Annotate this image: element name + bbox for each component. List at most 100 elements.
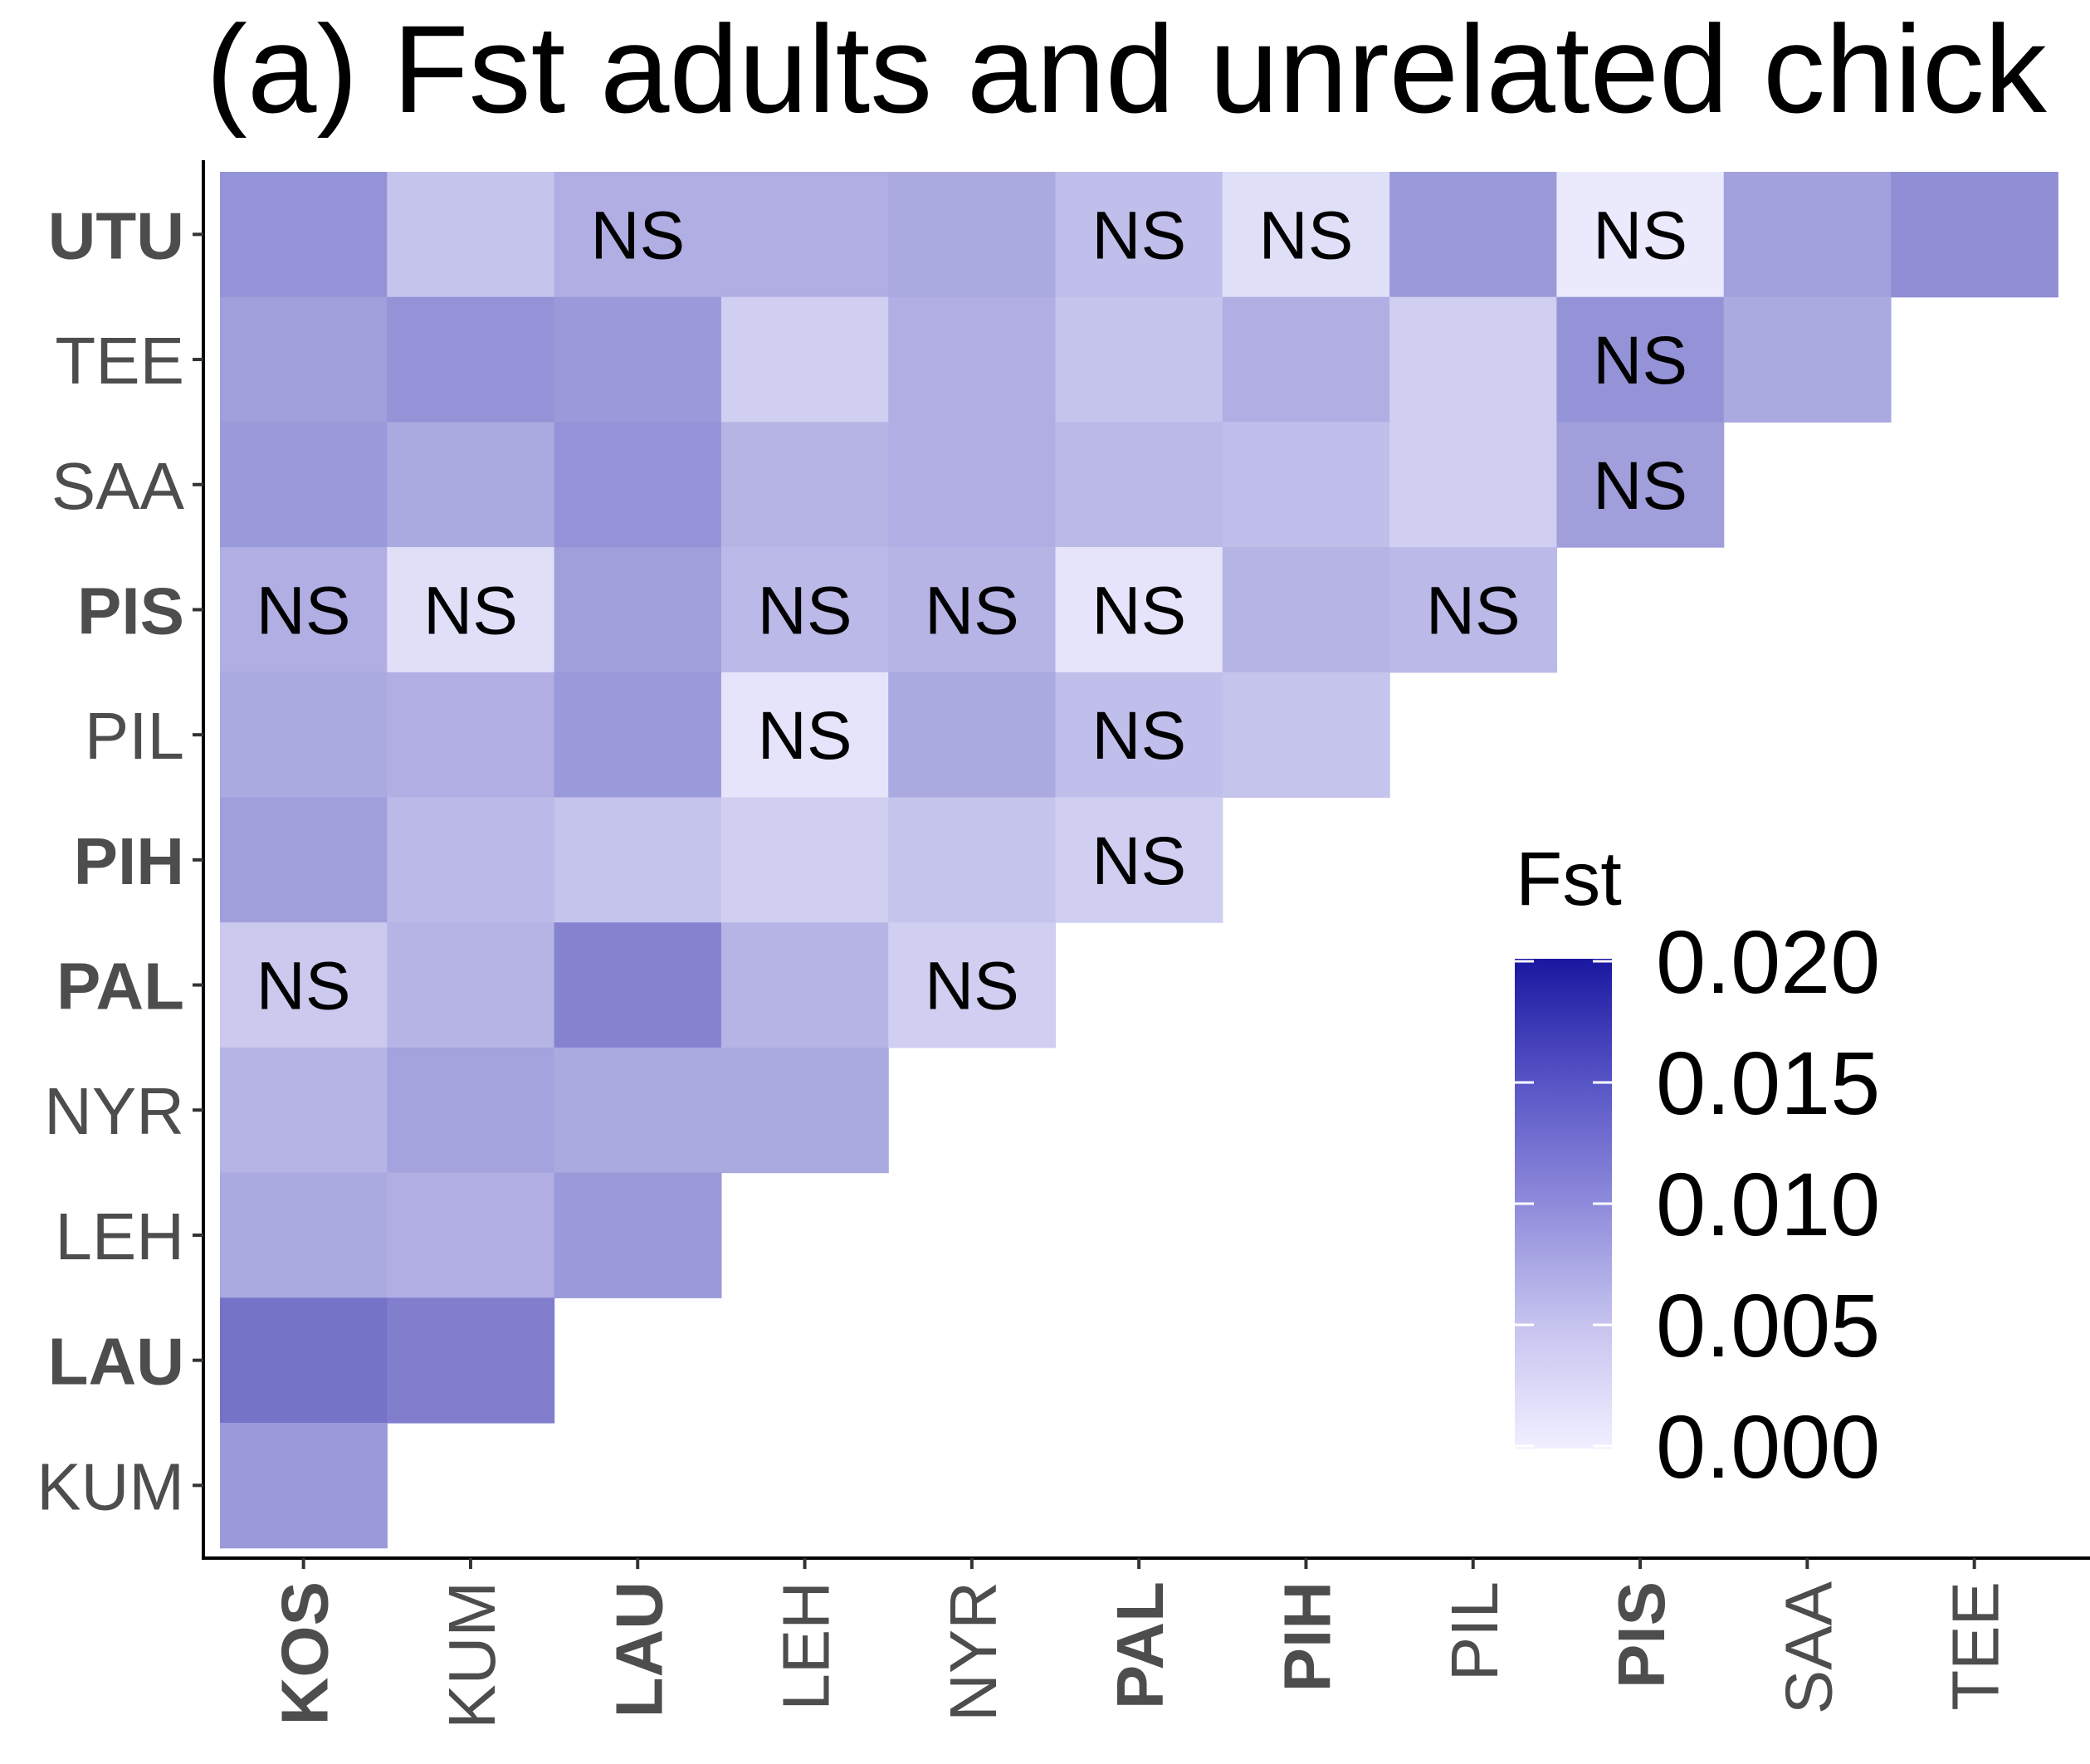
heatmap-cell-pil-pih: [1222, 672, 1390, 799]
heatmap-cell-utu-pal: [1055, 172, 1223, 298]
heatmap-cell-tee-lau: [554, 296, 722, 423]
heatmap-cell-nyr-leh: [720, 1047, 889, 1174]
heatmap-cell-pih-leh: [720, 797, 889, 923]
y-tick-label-tee: TEE: [55, 324, 184, 398]
heatmap-cell-nyr-kum: [387, 1047, 555, 1174]
y-tick-label-utu: UTU: [48, 198, 184, 272]
ns-label: NS: [1091, 698, 1186, 774]
heatmap-cell-pal-leh: [720, 922, 889, 1048]
heatmap-cell-pil-lau: [554, 672, 722, 799]
ns-label: NS: [1593, 448, 1687, 524]
y-axis-ticks: UTU TEE SAA PIS PIL PIH PAL NYR LEH LAU KUM: [37, 198, 203, 1523]
ns-label: NS: [1091, 823, 1186, 899]
heatmap-cell-pis-pil: [1389, 547, 1557, 673]
heatmap-cell-tee-pis: [1556, 296, 1725, 423]
heatmap-cell-tee-leh: [720, 296, 889, 423]
ns-label: NS: [1593, 198, 1687, 273]
heatmap-cell-leh-lau: [554, 1172, 722, 1298]
heatmap-cell-saa-nyr: [888, 422, 1057, 548]
x-tick-label-leh: LEH: [769, 1581, 843, 1711]
heatmap-cell-saa-pal: [1055, 422, 1223, 548]
heatmap-cell-utu-lau: [554, 172, 722, 298]
heatmap-cell-pis-pih: [1222, 547, 1390, 673]
y-tick-label-lau: LAU: [48, 1325, 184, 1399]
y-tick-label-saa: SAA: [51, 449, 185, 523]
legend-label: 0.015: [1656, 1033, 1880, 1133]
heatmap-cell-utu-nyr: [888, 172, 1057, 298]
ns-label: NS: [1593, 323, 1687, 398]
heatmap-cells: [220, 172, 2058, 1549]
x-tick-label-saa: SAA: [1771, 1581, 1845, 1714]
ns-label: NS: [1259, 198, 1354, 273]
ns-label: NS: [590, 198, 685, 273]
x-tick-label-pil: PIL: [1438, 1581, 1511, 1681]
ns-label: NS: [1091, 198, 1186, 273]
heatmap-cell-kum-kos: [220, 1423, 388, 1549]
heatmap-cell-pis-kos: [220, 547, 388, 673]
heatmap-cell-saa-kos: [220, 422, 388, 548]
heatmap-cell-tee-saa: [1723, 296, 1892, 423]
ns-label: NS: [1091, 573, 1186, 648]
heatmap-cell-pal-lau: [554, 922, 722, 1048]
legend-label: 0.010: [1656, 1154, 1880, 1254]
heatmap-cell-pih-nyr: [888, 797, 1057, 923]
heatmap-cell-utu-leh: [720, 172, 889, 298]
heatmap-cell-utu-pis: [1556, 172, 1725, 298]
heatmap-cell-utu-tee: [1891, 172, 2058, 298]
y-tick-label-pil: PIL: [85, 699, 184, 773]
heatmap-cell-saa-leh: [720, 422, 889, 548]
heatmap-cell-tee-pih: [1222, 296, 1390, 423]
x-axis-ticks: KOS KUM LAU LEH NYR PAL PIH PIL PIS SAA TEE: [268, 1558, 2013, 1729]
heatmap-cell-pil-kum: [387, 672, 555, 799]
ns-label: NS: [758, 698, 852, 774]
ns-label: NS: [758, 573, 852, 648]
heatmap-cell-pis-pal: [1055, 547, 1223, 673]
heatmap-cell-pal-kos: [220, 922, 388, 1048]
heatmap-cell-utu-saa: [1723, 172, 1892, 298]
heatmap-cell-pis-leh: [720, 547, 889, 673]
heatmap-cell-utu-pih: [1222, 172, 1390, 298]
heatmap-cell-leh-kos: [220, 1172, 388, 1298]
heatmap-cell-saa-kum: [387, 422, 555, 548]
ns-label: NS: [423, 573, 518, 648]
heatmap-cell-saa-pis: [1556, 422, 1725, 548]
heatmap-cell-pih-kos: [220, 797, 388, 923]
ns-label: NS: [256, 949, 351, 1024]
heatmap-cell-leh-kum: [387, 1172, 555, 1298]
y-tick-label-leh: LEH: [55, 1200, 184, 1273]
x-tick-label-tee: TEE: [1939, 1581, 2013, 1711]
heatmap-cell-lau-kos: [220, 1297, 388, 1424]
x-tick-label-kos: KOS: [268, 1581, 342, 1725]
heatmap-cell-pil-pal: [1055, 672, 1223, 799]
ns-label: NS: [1426, 573, 1521, 648]
heatmap-cell-tee-nyr: [888, 296, 1057, 423]
legend-label: 0.005: [1656, 1275, 1880, 1376]
heatmap-cell-saa-lau: [554, 422, 722, 548]
x-tick-label-nyr: NYR: [936, 1581, 1010, 1722]
heatmap-cell-pih-lau: [554, 797, 722, 923]
x-tick-label-kum: KUM: [435, 1581, 509, 1729]
legend-label: 0.020: [1656, 911, 1880, 1012]
heatmap-cell-nyr-kos: [220, 1047, 388, 1174]
y-tick-label-pis: PIS: [77, 574, 184, 647]
heatmap-cell-pal-kum: [387, 922, 555, 1048]
heatmap-cell-utu-kos: [220, 172, 388, 298]
legend-label: 0.000: [1656, 1396, 1880, 1497]
x-tick-label-pis: PIS: [1604, 1581, 1678, 1688]
heatmap-cell-pil-nyr: [888, 672, 1057, 799]
chart-title: (a) Fst adults and unrelated chick: [206, 0, 2048, 139]
ns-label: NS: [256, 573, 351, 648]
heatmap-cell-pal-nyr: [888, 922, 1057, 1048]
x-tick-label-pih: PIH: [1271, 1581, 1345, 1692]
heatmap-cell-utu-kum: [387, 172, 555, 298]
x-tick-label-lau: LAU: [602, 1581, 676, 1718]
heatmap-cell-tee-pil: [1389, 296, 1557, 423]
heatmap-cell-pis-lau: [554, 547, 722, 673]
heatmap-cell-tee-kos: [220, 296, 388, 423]
y-tick-label-pih: PIH: [74, 824, 184, 898]
heatmap-cell-pis-kum: [387, 547, 555, 673]
heatmap-cell-lau-kum: [387, 1297, 555, 1424]
y-tick-label-pal: PAL: [56, 950, 184, 1024]
heatmap-cell-pil-leh: [720, 672, 889, 799]
heatmap-cell-pil-kos: [220, 672, 388, 799]
